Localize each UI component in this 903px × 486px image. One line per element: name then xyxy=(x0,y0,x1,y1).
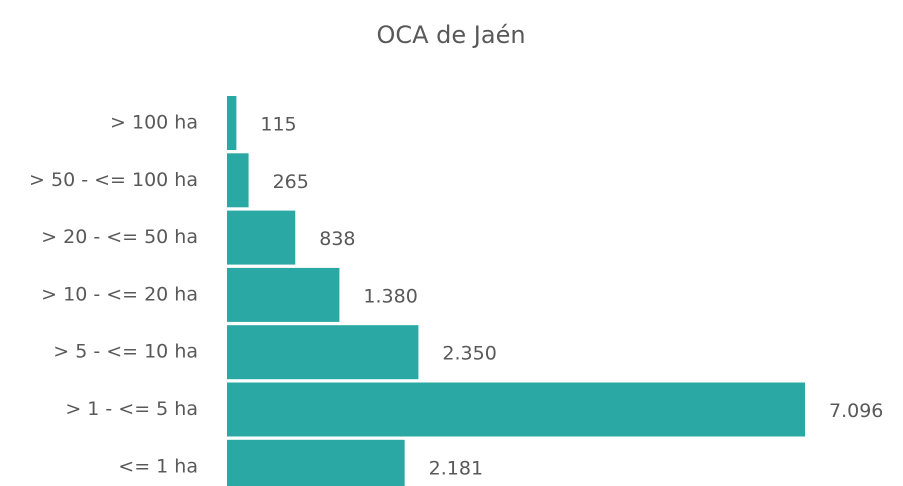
y-tick-label: > 50 - <= 100 ha xyxy=(29,169,198,191)
data-label: 2.181 xyxy=(429,457,483,479)
data-label: 838 xyxy=(319,228,355,250)
y-tick-label: > 1 - <= 5 ha xyxy=(65,398,198,420)
bar xyxy=(227,153,249,208)
bar xyxy=(227,439,405,486)
data-label: 7.096 xyxy=(829,400,883,422)
bar xyxy=(227,96,237,150)
y-tick-label: > 10 - <= 20 ha xyxy=(41,283,198,305)
y-tick-label: <= 1 ha xyxy=(118,455,198,477)
bar xyxy=(227,267,340,322)
chart-title: OCA de Jaén xyxy=(376,21,525,49)
data-label: 1.380 xyxy=(363,285,417,307)
data-label: 115 xyxy=(260,114,296,136)
y-tick-label: > 100 ha xyxy=(110,112,198,134)
y-tick-label: > 20 - <= 50 ha xyxy=(41,226,198,248)
bar xyxy=(227,210,296,265)
bar xyxy=(227,325,419,380)
y-tick-label: > 5 - <= 10 ha xyxy=(53,341,198,363)
data-label: 2.350 xyxy=(442,343,496,365)
data-label: 265 xyxy=(273,171,309,193)
bar xyxy=(227,382,805,437)
